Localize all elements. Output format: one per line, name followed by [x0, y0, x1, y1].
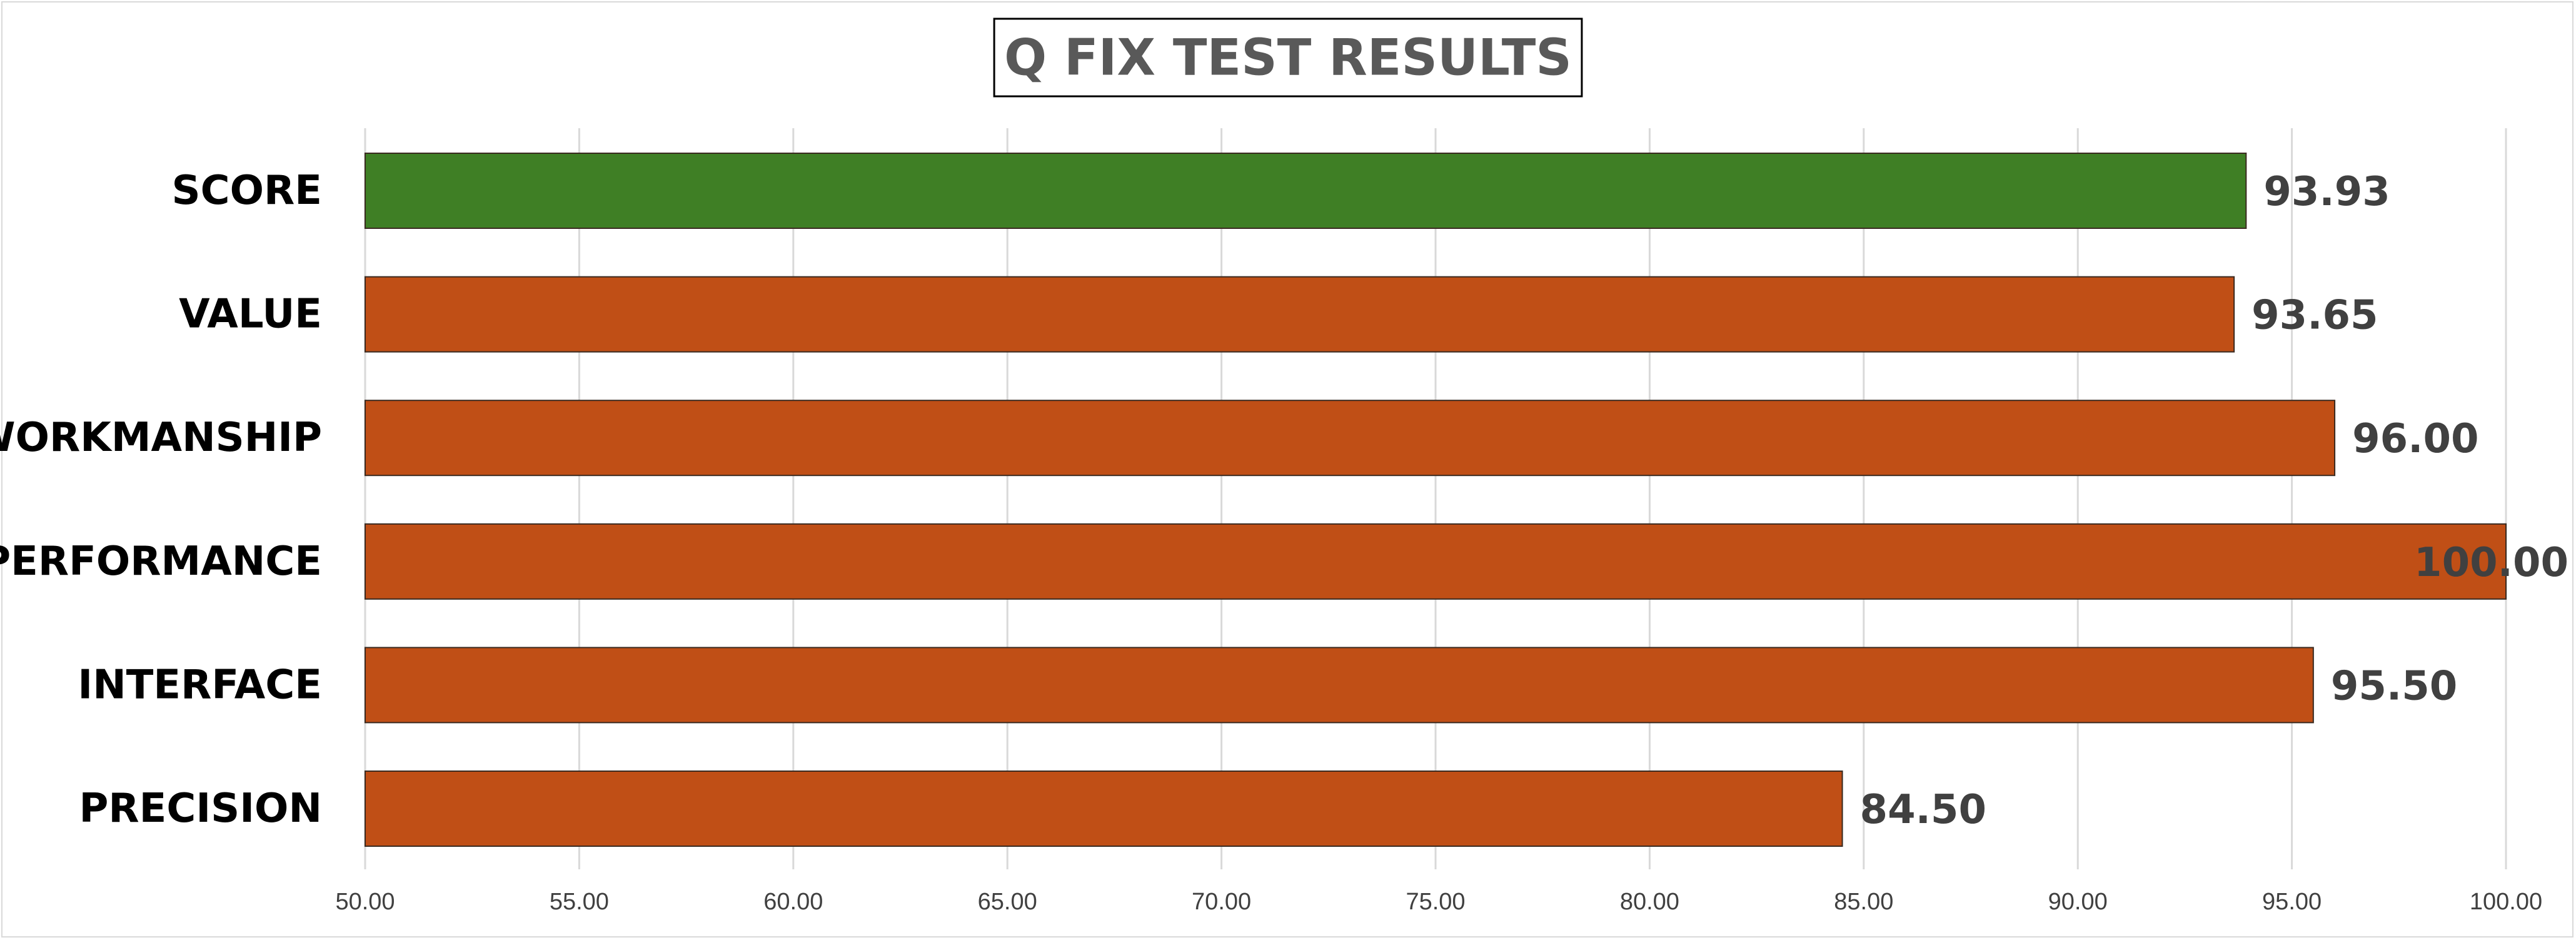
- bar: [365, 771, 1843, 847]
- data-label: 100.00: [2414, 540, 2568, 586]
- x-tick-label: 70.00: [1192, 889, 1251, 915]
- category-label: INTERFACE: [78, 662, 322, 708]
- data-label: 93.65: [2251, 293, 2378, 339]
- category-label: WORKMANSHIP: [0, 415, 322, 461]
- data-label: 95.50: [2331, 663, 2457, 709]
- x-tick-label: 95.00: [2262, 889, 2322, 915]
- x-tick-label: 55.00: [550, 889, 609, 915]
- labels: 50.00 55.00 60.00 65.00 70.00 75.00 80.00 85.00…: [0, 168, 2568, 915]
- x-tick-label: 65.00: [978, 889, 1037, 915]
- chart-title: Q FIX TEST RESULTS: [1004, 29, 1572, 87]
- gridlines: [364, 128, 2507, 869]
- bar: [365, 276, 2235, 353]
- x-tick-label: 85.00: [1834, 889, 1893, 915]
- category-label: SCORE: [172, 168, 322, 214]
- category-label: VALUE: [179, 291, 322, 338]
- x-tick-label: 100.00: [2470, 889, 2542, 915]
- x-tick-label: 75.00: [1406, 889, 1465, 915]
- data-label: 93.93: [2263, 169, 2390, 215]
- x-tick-label: 60.00: [763, 889, 823, 915]
- bar: [365, 400, 2336, 477]
- chart-title-box: [993, 18, 1583, 98]
- category-label: PERFORMANCE: [0, 538, 322, 585]
- bar: [365, 153, 2247, 229]
- bar: [365, 523, 2507, 600]
- category-label: PRECISION: [79, 786, 322, 832]
- chart-title-group: Q FIX TEST RESULTS: [993, 18, 1583, 98]
- x-tick-label: 50.00: [335, 889, 395, 915]
- x-tick-label: 90.00: [2048, 889, 2108, 915]
- data-label: 84.50: [1860, 787, 1986, 833]
- bar: [365, 647, 2314, 724]
- bars: [365, 153, 2507, 847]
- data-label: 96.00: [2352, 416, 2478, 462]
- x-tick-label: 80.00: [1620, 889, 1679, 915]
